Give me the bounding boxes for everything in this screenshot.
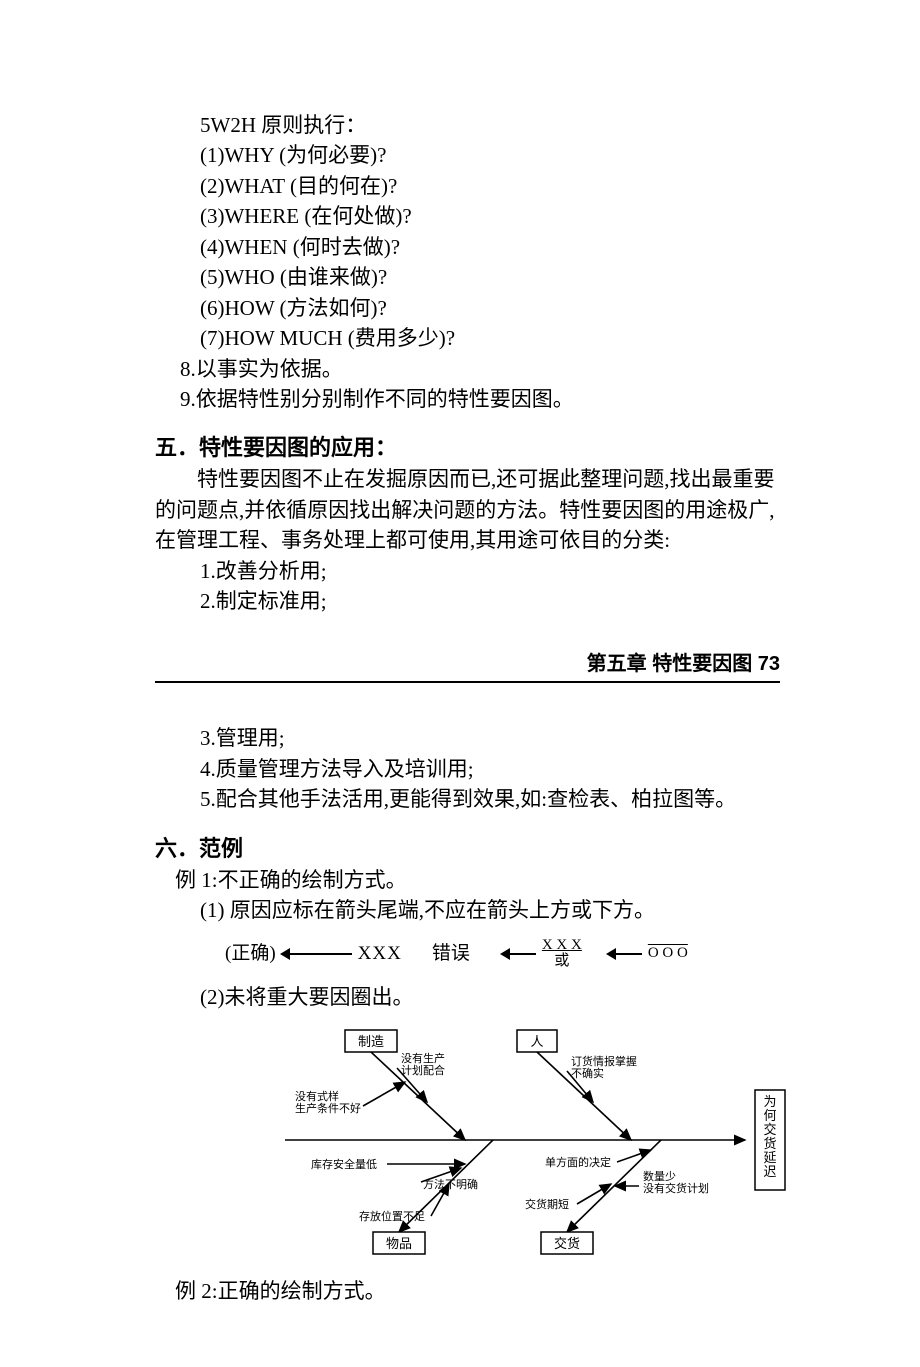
fishbone-diagram: 为何交货延迟制造人物品交货没有生产计划配合没有式样生产条件不好订货情报掌握不确实… bbox=[255, 1020, 815, 1268]
section5-item: 3.管理用; bbox=[200, 723, 780, 753]
svg-text:人: 人 bbox=[530, 1034, 543, 1049]
arrow-left-icon bbox=[502, 953, 536, 955]
example2-title: 例 2:正确的绘制方式。 bbox=[175, 1276, 780, 1306]
svg-text:物品: 物品 bbox=[386, 1236, 412, 1251]
arrow-left-icon bbox=[608, 953, 642, 955]
svg-text:订货情报掌握: 订货情报掌握 bbox=[571, 1054, 637, 1068]
svg-text:不确实: 不确实 bbox=[571, 1066, 604, 1080]
svg-text:生产条件不好: 生产条件不好 bbox=[295, 1101, 361, 1115]
svg-text:没有式样: 没有式样 bbox=[295, 1089, 339, 1103]
svg-text:交货: 交货 bbox=[554, 1236, 580, 1251]
svg-text:交: 交 bbox=[763, 1122, 776, 1137]
svg-text:延: 延 bbox=[763, 1150, 776, 1165]
label-correct: (正确) bbox=[225, 940, 276, 968]
svg-text:没有生产: 没有生产 bbox=[401, 1051, 445, 1065]
arrow-left-icon bbox=[282, 953, 352, 955]
5w2h-item: (4)WHEN (何时去做)? bbox=[200, 232, 780, 262]
section5-item: 2.制定标准用; bbox=[200, 586, 780, 616]
5w2h-item: (2)WHAT (目的何在)? bbox=[200, 171, 780, 201]
svg-text:存放位置不足: 存放位置不足 bbox=[359, 1209, 425, 1223]
svg-text:交货期短: 交货期短 bbox=[525, 1197, 569, 1211]
svg-text:何: 何 bbox=[763, 1108, 776, 1123]
label-xxx: XXX bbox=[358, 940, 402, 968]
svg-text:数量少: 数量少 bbox=[643, 1170, 676, 1183]
point-8: 8.以事实为依据。 bbox=[180, 354, 780, 384]
section5-item: 4.质量管理方法导入及培训用; bbox=[200, 754, 780, 784]
label-ooo: O O O bbox=[648, 943, 688, 965]
section5-item: 1.改善分析用; bbox=[200, 556, 780, 586]
point-9: 9.依据特性别分别制作不同的特性要因图。 bbox=[180, 384, 780, 414]
principle-line: 5W2H 原则执行： bbox=[200, 110, 780, 140]
svg-text:为: 为 bbox=[763, 1094, 776, 1109]
example1-p1: (1) 原因应标在箭头尾端,不应在箭头上方或下方。 bbox=[200, 895, 780, 925]
example1-p2: (2)未将重大要因圈出。 bbox=[200, 982, 780, 1012]
svg-text:计划配合: 计划配合 bbox=[401, 1063, 445, 1077]
label-xxx2: X X X bbox=[542, 938, 582, 954]
document-page: 5W2H 原则执行： (1)WHY (为何必要)? (2)WHAT (目的何在)… bbox=[0, 0, 920, 1367]
section5-item: 5.配合其他手法活用,更能得到效果,如:查检表、柏拉图等。 bbox=[200, 784, 780, 814]
5w2h-item: (3)WHERE (在何处做)? bbox=[200, 201, 780, 231]
arrow-notation-demo: (正确) XXX 错误 X X X 或 O O O bbox=[225, 932, 780, 976]
5w2h-item: (1)WHY (为何必要)? bbox=[200, 140, 780, 170]
svg-text:没有交货计划: 没有交货计划 bbox=[643, 1181, 709, 1195]
svg-text:制造: 制造 bbox=[358, 1034, 384, 1049]
5w2h-item: (6)HOW (方法如何)? bbox=[200, 293, 780, 323]
example1-title: 例 1:不正确的绘制方式。 bbox=[175, 865, 780, 895]
5w2h-item: (7)HOW MUCH (费用多少)? bbox=[200, 323, 780, 353]
section-6-heading: 六．范例 bbox=[155, 833, 780, 865]
label-wrong: 错误 bbox=[432, 940, 470, 968]
svg-text:方法不明确: 方法不明确 bbox=[423, 1177, 478, 1191]
svg-text:迟: 迟 bbox=[763, 1164, 776, 1179]
5w2h-item: (5)WHO (由谁来做)? bbox=[200, 262, 780, 292]
section-5-para: 特性要因图不止在发掘原因而已,还可据此整理问题,找出最重要的问题点,并依循原因找… bbox=[155, 464, 780, 555]
label-or: 或 bbox=[554, 954, 569, 970]
svg-text:库存安全量低: 库存安全量低 bbox=[311, 1157, 377, 1171]
section-5-heading: 五．特性要因图的应用： bbox=[155, 432, 780, 464]
chapter-footer: 第五章 特性要因图 73 bbox=[155, 646, 780, 683]
svg-text:单方面的决定: 单方面的决定 bbox=[545, 1155, 611, 1169]
svg-text:货: 货 bbox=[763, 1136, 776, 1151]
stacked-xxx-or: X X X 或 bbox=[542, 938, 582, 970]
